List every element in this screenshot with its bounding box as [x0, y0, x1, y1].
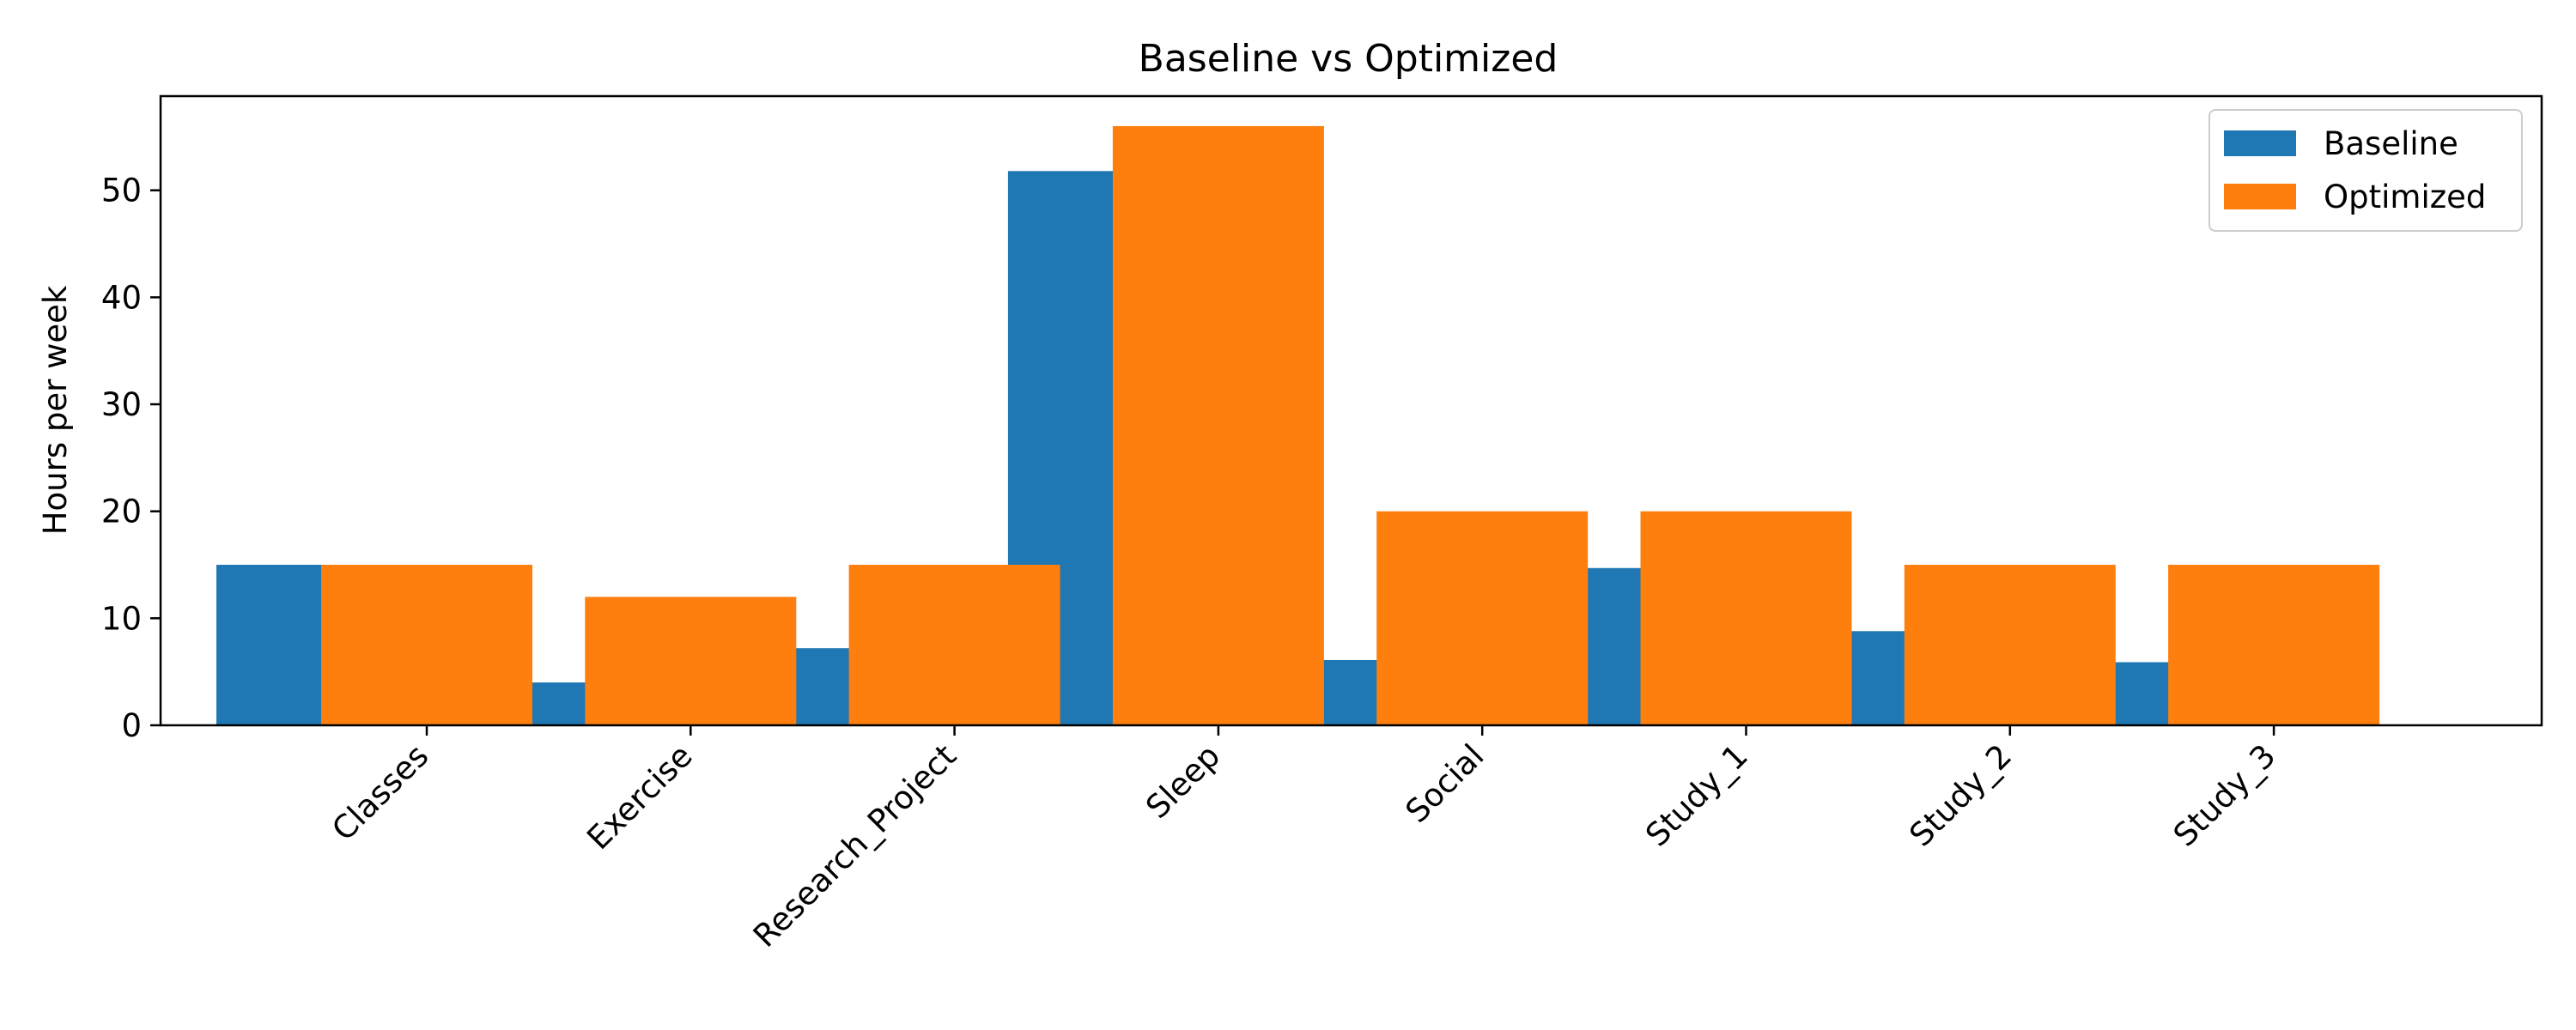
bar-optimized-sleep — [1112, 125, 1324, 725]
bar-optimized-research-project — [848, 565, 1060, 725]
y-tick-label-30: 30 — [101, 386, 142, 423]
legend: Baseline Optimized — [2208, 109, 2523, 232]
y-tick-label-20: 20 — [101, 494, 142, 530]
y-tick-label-50: 50 — [101, 173, 142, 209]
bar-optimized-social — [1376, 511, 1589, 725]
legend-label-baseline: Baseline — [2324, 125, 2458, 162]
legend-swatch-optimized — [2224, 184, 2296, 209]
bar-optimized-study-1 — [1640, 511, 1852, 725]
bar-optimized-study-2 — [1904, 565, 2116, 725]
bar-optimized-classes — [321, 565, 532, 725]
plot-frame — [159, 94, 2543, 727]
bar-optimized-study-3 — [2168, 565, 2380, 725]
y-tick-label-0: 0 — [121, 707, 142, 744]
y-axis-ticks: 0 10 20 30 40 50 — [101, 173, 161, 744]
bars-layer — [216, 125, 2380, 726]
y-axis-label: Hours per week — [37, 285, 74, 535]
legend-swatch-baseline — [2224, 130, 2296, 156]
y-tick-label-10: 10 — [101, 600, 142, 637]
bar-optimized-exercise — [585, 597, 797, 725]
y-tick-label-40: 40 — [101, 279, 142, 316]
legend-label-optimized: Optimized — [2324, 179, 2486, 215]
chart-title: Baseline vs Optimized — [1139, 37, 1558, 81]
bar-baseline-classes — [216, 565, 322, 725]
